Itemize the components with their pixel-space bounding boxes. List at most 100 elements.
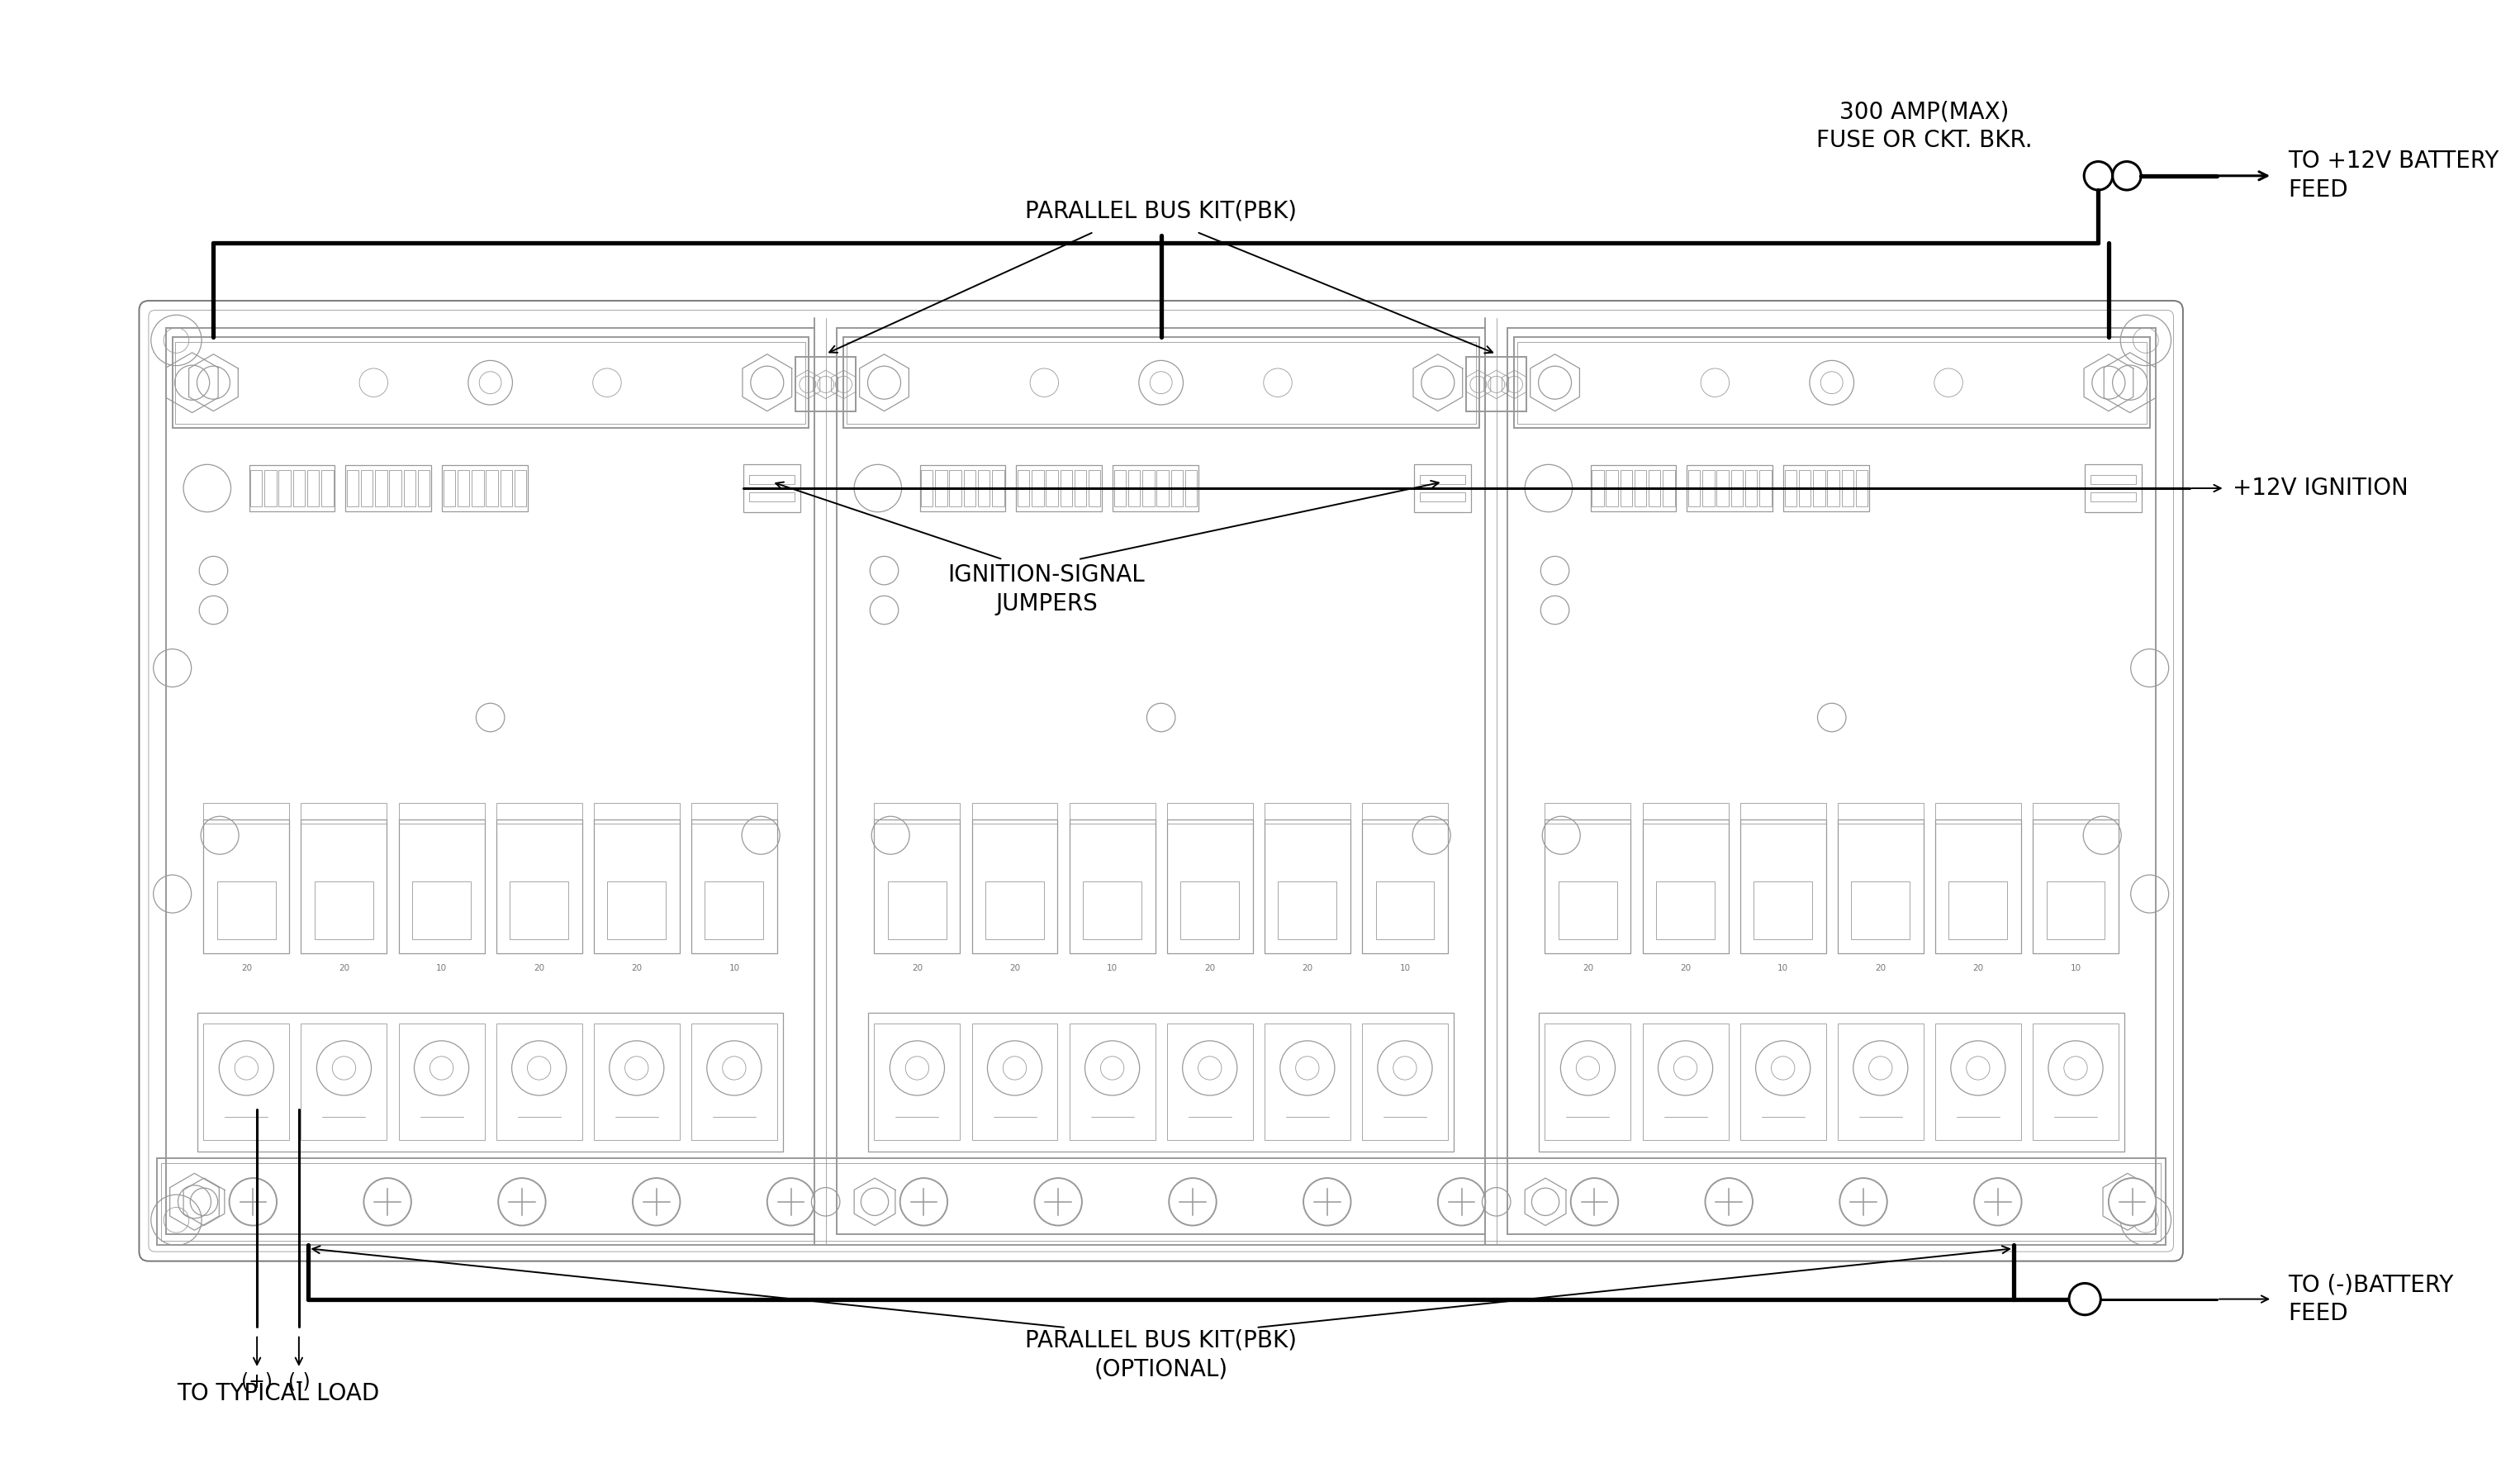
Bar [844, 336, 1479, 429]
Bar [249, 470, 262, 506]
Bar [1935, 819, 2021, 954]
Bar [973, 1024, 1058, 1140]
Text: 20: 20 [534, 964, 544, 971]
Bar [963, 470, 975, 506]
Bar [1419, 492, 1467, 502]
Text: 20: 20 [242, 964, 252, 971]
Bar [418, 470, 431, 506]
Bar [1361, 1024, 1449, 1140]
Bar [161, 1163, 2160, 1241]
Bar [978, 470, 990, 506]
Bar [1142, 470, 1154, 506]
Bar [1467, 357, 1527, 411]
Bar [496, 819, 582, 954]
Bar [1593, 470, 1603, 506]
Text: 10: 10 [436, 964, 446, 971]
Bar [1545, 819, 1630, 954]
Bar [1837, 803, 1923, 824]
Bar [1517, 342, 2147, 423]
Bar [1068, 819, 1154, 954]
Text: 20: 20 [1973, 964, 1983, 971]
Text: 10: 10 [1777, 964, 1789, 971]
Text: (+): (+) [242, 1372, 272, 1391]
Bar [1179, 881, 1240, 939]
Text: 20: 20 [1681, 964, 1691, 971]
Bar [1129, 470, 1139, 506]
Circle shape [900, 1178, 948, 1226]
Bar [471, 470, 484, 506]
Bar [1935, 1024, 2021, 1140]
Bar [595, 1024, 680, 1140]
Bar [441, 465, 527, 512]
Circle shape [229, 1178, 277, 1226]
Bar [496, 803, 582, 824]
Bar [315, 881, 373, 939]
Text: (-): (-) [287, 1372, 310, 1391]
Bar [171, 336, 809, 429]
Bar [874, 803, 960, 824]
Bar [1089, 470, 1101, 506]
Bar [1837, 819, 1923, 954]
Bar [360, 470, 373, 506]
Text: 10: 10 [728, 964, 738, 971]
Bar [2034, 803, 2119, 824]
Bar [348, 470, 358, 506]
Bar [1278, 881, 1336, 939]
Text: 10: 10 [2071, 964, 2082, 971]
Bar [375, 470, 388, 506]
Bar [176, 342, 804, 423]
Text: 20: 20 [1875, 964, 1885, 971]
Circle shape [1973, 1178, 2021, 1226]
Bar [1114, 465, 1197, 512]
Bar [1935, 803, 2021, 824]
Bar [514, 470, 527, 506]
Bar [1842, 470, 1855, 506]
Bar [690, 803, 776, 824]
Bar [1744, 470, 1756, 506]
Bar [204, 1024, 290, 1140]
Bar [398, 1024, 484, 1140]
Bar [748, 492, 794, 502]
Bar [1827, 470, 1840, 506]
Bar [1167, 803, 1252, 824]
Bar [1172, 470, 1182, 506]
Circle shape [633, 1178, 680, 1226]
Text: 10: 10 [1106, 964, 1119, 971]
Bar [1784, 465, 1870, 512]
Bar [496, 1024, 582, 1140]
Bar [1716, 470, 1729, 506]
Text: +12V IGNITION: +12V IGNITION [2233, 477, 2409, 500]
Bar [1656, 881, 1714, 939]
Bar [837, 328, 1484, 1235]
Bar [1545, 1024, 1630, 1140]
Bar [1837, 1024, 1923, 1140]
Bar [307, 470, 320, 506]
Bar [509, 881, 570, 939]
Bar [1114, 470, 1126, 506]
Bar [1046, 470, 1058, 506]
Text: TO +12V BATTERY
FEED: TO +12V BATTERY FEED [2288, 149, 2500, 202]
Text: 20: 20 [1011, 964, 1021, 971]
Bar [1545, 803, 1630, 824]
Text: TO (-)BATTERY
FEED: TO (-)BATTERY FEED [2288, 1273, 2454, 1325]
Bar [1590, 465, 1676, 512]
Bar [1635, 470, 1646, 506]
Bar [265, 470, 277, 506]
Bar [874, 819, 960, 954]
Circle shape [1036, 1178, 1081, 1226]
Bar [1739, 1024, 1827, 1140]
Bar [1157, 470, 1169, 506]
Bar [300, 803, 388, 824]
Bar [280, 470, 290, 506]
Bar [743, 464, 801, 512]
Bar [1663, 470, 1676, 506]
Bar [2046, 881, 2104, 939]
Bar [1419, 475, 1467, 484]
Bar [796, 357, 857, 411]
Bar [1739, 803, 1827, 824]
Bar [1068, 1024, 1154, 1140]
Bar [1812, 470, 1824, 506]
Bar [1754, 881, 1812, 939]
Text: 20: 20 [338, 964, 350, 971]
Bar [1167, 819, 1252, 954]
